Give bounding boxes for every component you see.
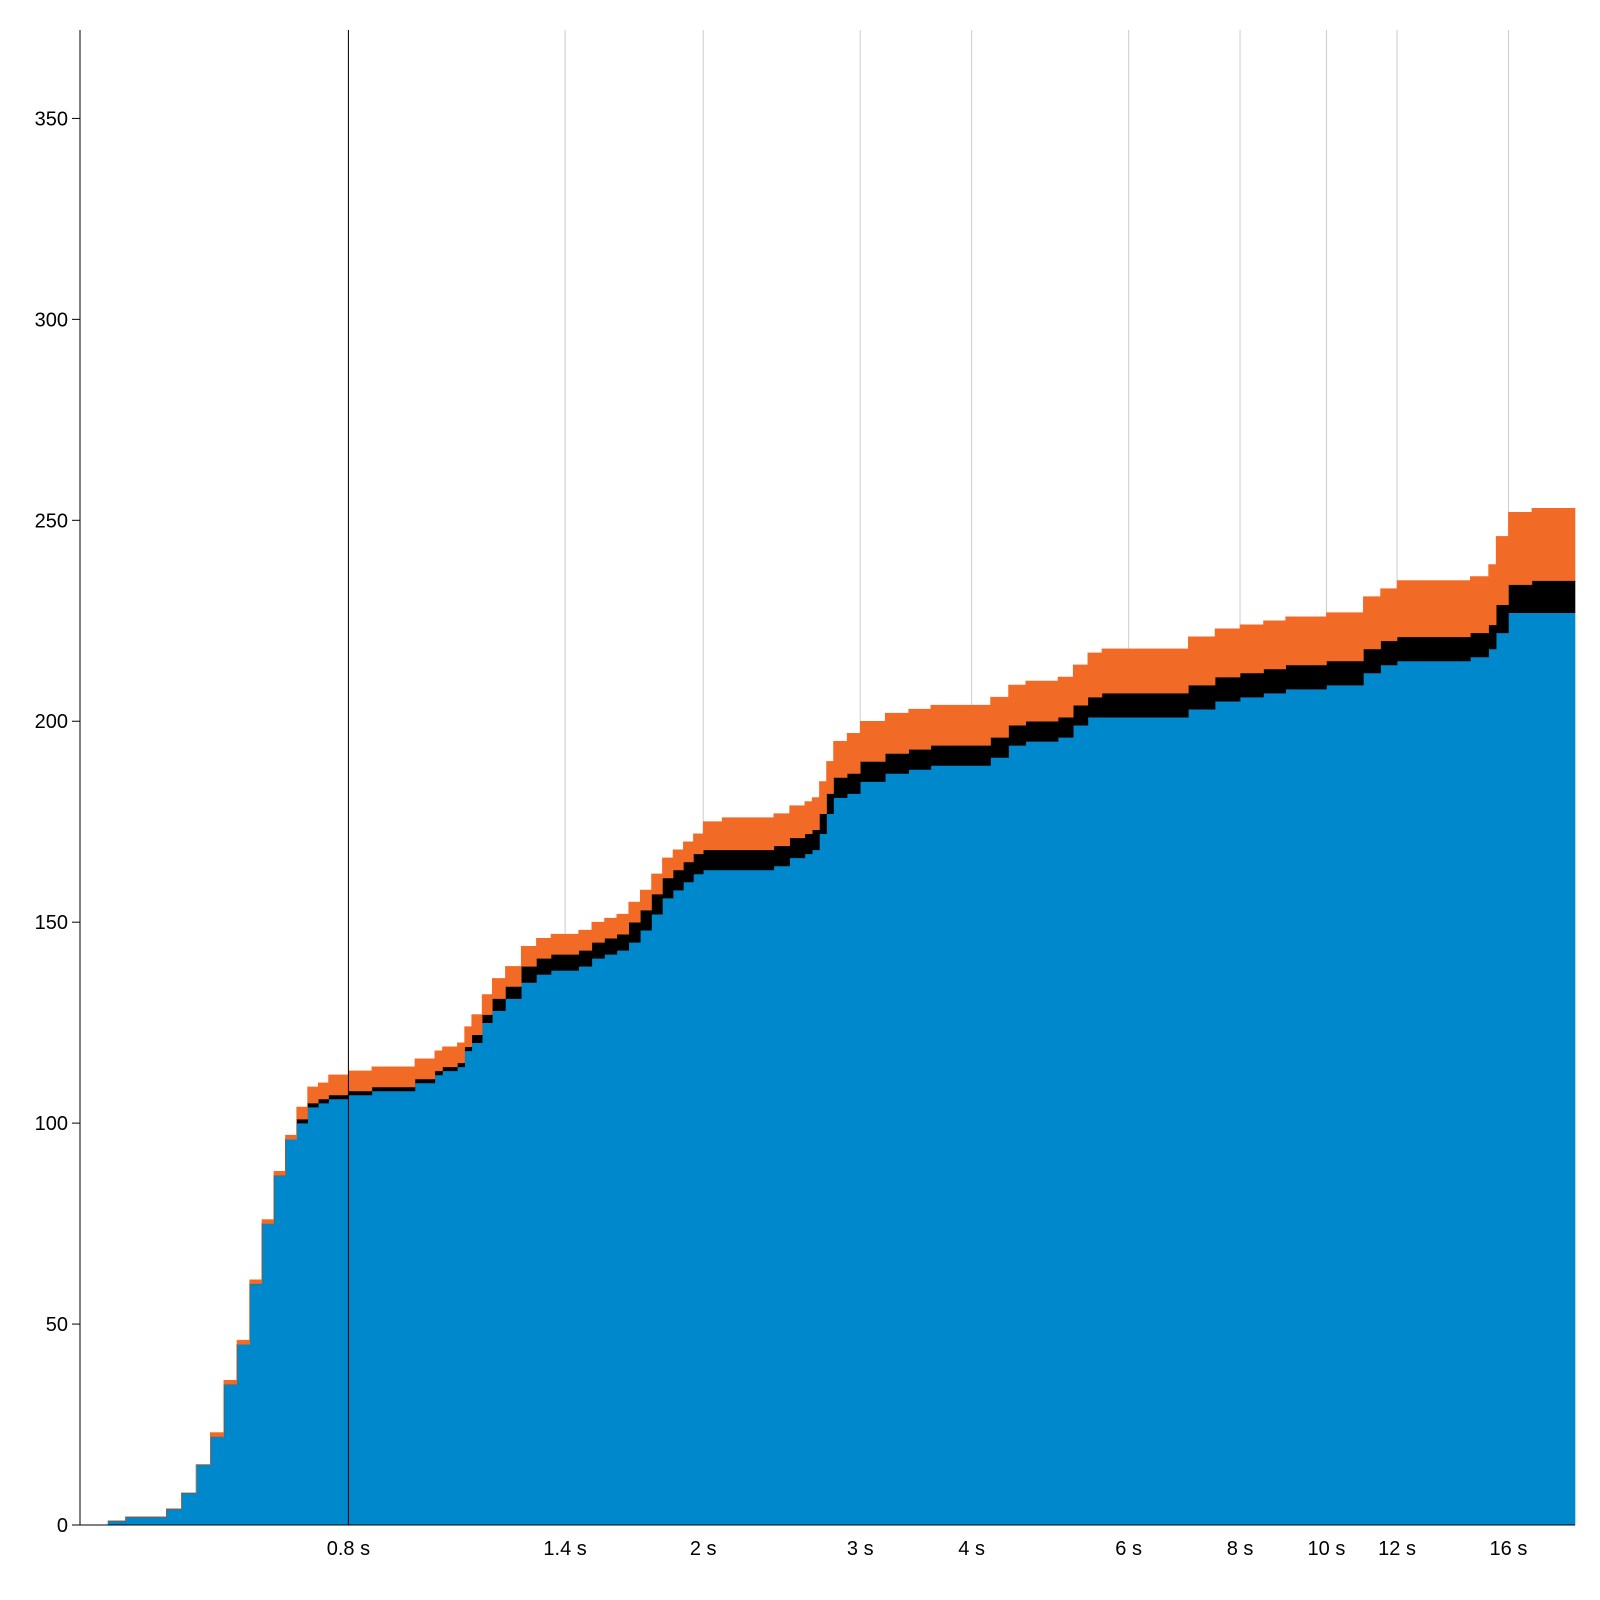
y-tick-label: 300 [35,309,68,331]
x-tick-label: 16 s [1490,1538,1528,1560]
x-tick-label: 8 s [1227,1538,1254,1560]
x-tick-label: 4 s [958,1538,985,1560]
y-tick-label: 350 [35,108,68,130]
y-tick-label: 250 [35,510,68,532]
y-tick-label: 100 [35,1113,68,1135]
x-tick-label: 0.8 s [327,1538,370,1560]
series-area-2 [108,507,1576,1522]
x-tick-label: 6 s [1115,1538,1142,1560]
y-tick-label: 200 [35,711,68,733]
x-tick-label: 1.4 s [543,1538,586,1560]
series-areas [107,507,1576,1526]
y-tick-label: 50 [46,1314,68,1336]
axes [72,30,1575,1526]
y-tick-label: 0 [57,1515,68,1537]
x-tick-label: 3 s [847,1538,874,1560]
x-tick-label: 2 s [690,1538,717,1560]
y-tick-label: 150 [35,912,68,934]
x-tick-label: 12 s [1378,1538,1416,1560]
x-tick-label: 10 s [1308,1538,1346,1560]
tick-labels: 0 50 100 150 200 250 300 350 0.8 s 1.4 s 2 s 3 s 4 s… [35,108,1528,1560]
